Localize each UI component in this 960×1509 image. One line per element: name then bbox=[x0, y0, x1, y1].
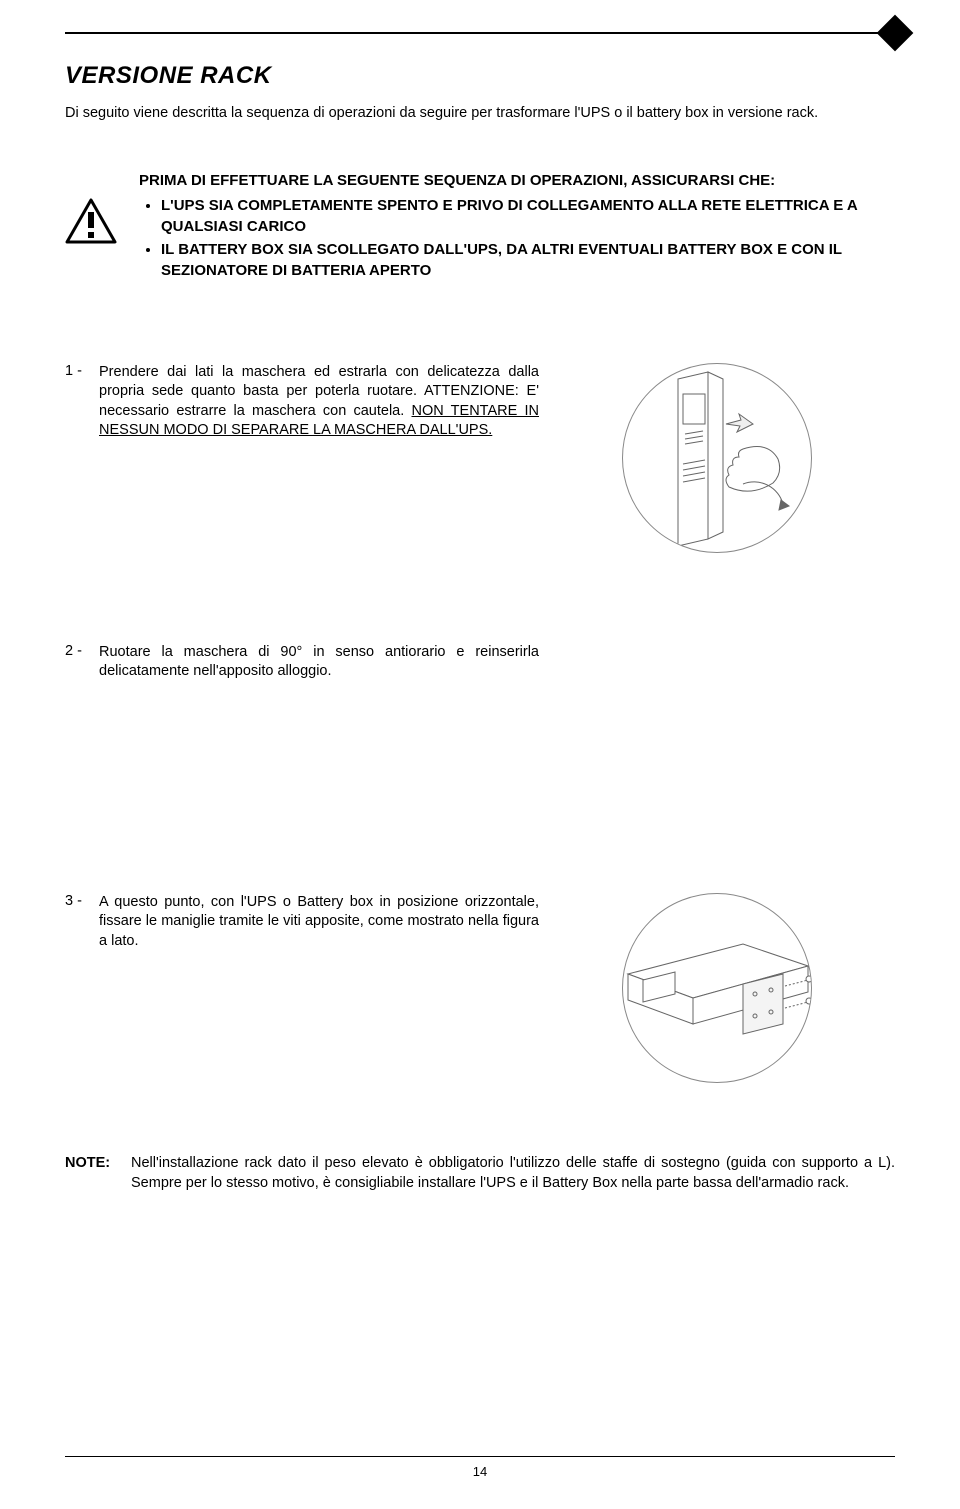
note-block: NOTE: Nell'installazione rack dato il pe… bbox=[65, 1153, 895, 1194]
step-figure bbox=[539, 893, 895, 1083]
step-text: Prendere dai lati la maschera ed estrarl… bbox=[99, 363, 539, 441]
page-number: 14 bbox=[0, 1464, 960, 1479]
note-label: NOTE: bbox=[65, 1153, 131, 1194]
figure-circle bbox=[622, 363, 812, 553]
step-3: 3 - A questo punto, con l'UPS o Battery … bbox=[65, 893, 895, 1083]
header-diamond-icon bbox=[877, 15, 914, 52]
step-text: Ruotare la maschera di 90° in senso anti… bbox=[99, 643, 539, 682]
step-figure bbox=[539, 363, 895, 553]
figure-circle bbox=[622, 893, 812, 1083]
page-title: VERSIONE RACK bbox=[65, 62, 895, 90]
warning-item: L'UPS SIA COMPLETAMENTE SPENTO E PRIVO D… bbox=[161, 195, 895, 237]
warning-item: IL BATTERY BOX SIA SCOLLEGATO DALL'UPS, … bbox=[161, 239, 895, 281]
step-text: A questo punto, con l'UPS o Battery box … bbox=[99, 893, 539, 952]
header-rule bbox=[65, 32, 895, 34]
step-1: 1 - Prendere dai lati la maschera ed est… bbox=[65, 363, 895, 553]
step-number: 2 - bbox=[65, 643, 99, 659]
steps-list: 1 - Prendere dai lati la maschera ed est… bbox=[65, 363, 895, 1083]
step-2: 2 - Ruotare la maschera di 90° in senso … bbox=[65, 643, 895, 803]
step-number: 1 - bbox=[65, 363, 99, 379]
warning-triangle-icon bbox=[65, 198, 117, 249]
note-text: Nell'installazione rack dato il peso ele… bbox=[131, 1153, 895, 1194]
warning-block: PRIMA DI EFFETTUARE LA SEGUENTE SEQUENZA… bbox=[65, 172, 895, 283]
warning-heading: PRIMA DI EFFETTUARE LA SEGUENTE SEQUENZA… bbox=[139, 172, 895, 189]
step-number: 3 - bbox=[65, 893, 99, 909]
step-figure-placeholder bbox=[539, 643, 895, 803]
warning-list: L'UPS SIA COMPLETAMENTE SPENTO E PRIVO D… bbox=[139, 195, 895, 281]
intro-paragraph: Di seguito viene descritta la sequenza d… bbox=[65, 104, 895, 124]
footer-rule bbox=[65, 1456, 895, 1457]
